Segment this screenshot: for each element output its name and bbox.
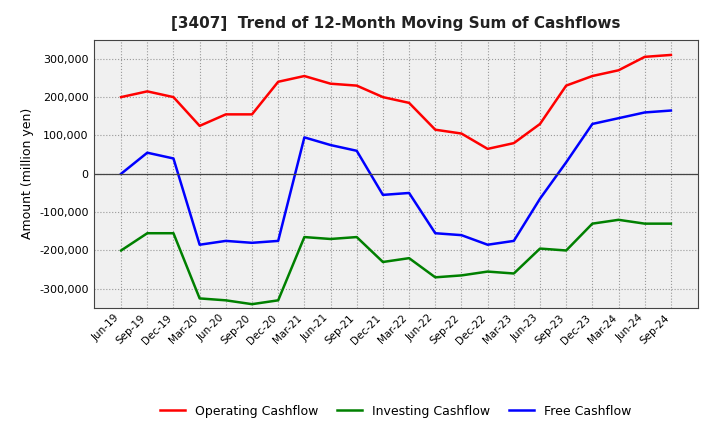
Free Cashflow bbox=[588, 121, 597, 127]
Free Cashflow bbox=[614, 116, 623, 121]
Free Cashflow bbox=[640, 110, 649, 115]
Operating Cashflow bbox=[667, 52, 675, 58]
Free Cashflow bbox=[248, 240, 256, 246]
Operating Cashflow bbox=[326, 81, 335, 86]
Investing Cashflow bbox=[640, 221, 649, 226]
Free Cashflow bbox=[326, 143, 335, 148]
Operating Cashflow bbox=[431, 127, 440, 132]
Operating Cashflow bbox=[510, 140, 518, 146]
Operating Cashflow bbox=[352, 83, 361, 88]
Free Cashflow bbox=[274, 238, 282, 244]
Operating Cashflow bbox=[614, 68, 623, 73]
Operating Cashflow bbox=[300, 73, 309, 79]
Investing Cashflow bbox=[379, 259, 387, 264]
Free Cashflow bbox=[536, 196, 544, 202]
Free Cashflow bbox=[117, 171, 125, 176]
Operating Cashflow bbox=[195, 123, 204, 128]
Investing Cashflow bbox=[352, 235, 361, 240]
Free Cashflow bbox=[510, 238, 518, 244]
Free Cashflow bbox=[431, 231, 440, 236]
Operating Cashflow bbox=[405, 100, 413, 106]
Investing Cashflow bbox=[326, 236, 335, 242]
Investing Cashflow bbox=[431, 275, 440, 280]
Operating Cashflow bbox=[379, 95, 387, 100]
Free Cashflow bbox=[300, 135, 309, 140]
Operating Cashflow bbox=[562, 83, 570, 88]
Legend: Operating Cashflow, Investing Cashflow, Free Cashflow: Operating Cashflow, Investing Cashflow, … bbox=[156, 400, 636, 423]
Free Cashflow bbox=[143, 150, 152, 155]
Investing Cashflow bbox=[248, 301, 256, 307]
Investing Cashflow bbox=[588, 221, 597, 226]
Line: Free Cashflow: Free Cashflow bbox=[121, 110, 671, 245]
Investing Cashflow bbox=[510, 271, 518, 276]
Investing Cashflow bbox=[536, 246, 544, 251]
Investing Cashflow bbox=[457, 273, 466, 278]
Operating Cashflow bbox=[483, 146, 492, 151]
Free Cashflow bbox=[352, 148, 361, 154]
Operating Cashflow bbox=[457, 131, 466, 136]
Operating Cashflow bbox=[274, 79, 282, 84]
Free Cashflow bbox=[483, 242, 492, 247]
Investing Cashflow bbox=[614, 217, 623, 223]
Operating Cashflow bbox=[248, 112, 256, 117]
Investing Cashflow bbox=[222, 298, 230, 303]
Investing Cashflow bbox=[274, 298, 282, 303]
Investing Cashflow bbox=[562, 248, 570, 253]
Investing Cashflow bbox=[169, 231, 178, 236]
Free Cashflow bbox=[195, 242, 204, 247]
Investing Cashflow bbox=[195, 296, 204, 301]
Free Cashflow bbox=[457, 232, 466, 238]
Free Cashflow bbox=[222, 238, 230, 244]
Y-axis label: Amount (million yen): Amount (million yen) bbox=[21, 108, 34, 239]
Line: Operating Cashflow: Operating Cashflow bbox=[121, 55, 671, 149]
Line: Investing Cashflow: Investing Cashflow bbox=[121, 220, 671, 304]
Investing Cashflow bbox=[405, 256, 413, 261]
Investing Cashflow bbox=[117, 248, 125, 253]
Free Cashflow bbox=[667, 108, 675, 113]
Free Cashflow bbox=[169, 156, 178, 161]
Operating Cashflow bbox=[640, 54, 649, 59]
Operating Cashflow bbox=[536, 121, 544, 127]
Operating Cashflow bbox=[222, 112, 230, 117]
Investing Cashflow bbox=[667, 221, 675, 226]
Operating Cashflow bbox=[588, 73, 597, 79]
Operating Cashflow bbox=[169, 95, 178, 100]
Operating Cashflow bbox=[117, 95, 125, 100]
Investing Cashflow bbox=[143, 231, 152, 236]
Investing Cashflow bbox=[300, 235, 309, 240]
Free Cashflow bbox=[405, 191, 413, 196]
Investing Cashflow bbox=[483, 269, 492, 274]
Free Cashflow bbox=[562, 160, 570, 165]
Operating Cashflow bbox=[143, 89, 152, 94]
Free Cashflow bbox=[379, 192, 387, 198]
Title: [3407]  Trend of 12-Month Moving Sum of Cashflows: [3407] Trend of 12-Month Moving Sum of C… bbox=[171, 16, 621, 32]
